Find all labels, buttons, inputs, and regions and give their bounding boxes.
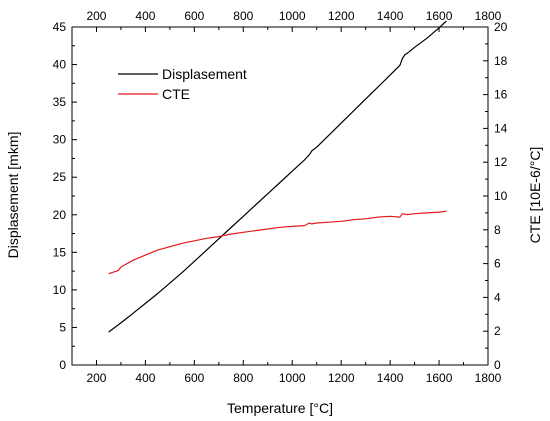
legend-label-displasement: Displasement <box>162 66 247 82</box>
y-right-tick-label: 6 <box>494 257 501 271</box>
y-right-tick-label: 2 <box>494 324 501 338</box>
x-bottom-tick-label: 200 <box>86 371 106 385</box>
y-right-tick-label: 14 <box>494 121 508 135</box>
y-right-axis-title: CTE [10E-6/°C] <box>527 147 543 244</box>
legend: Displasement CTE <box>118 66 247 102</box>
series-line-displasement <box>108 20 447 333</box>
x-top-tick-label: 600 <box>184 9 204 23</box>
plot-area-border <box>71 26 489 366</box>
x-top-tick-label: 1200 <box>328 9 355 23</box>
x-bottom-tick-label: 600 <box>184 371 204 385</box>
y-left-axis-title: Displasement [mkm] <box>5 132 21 259</box>
legend-label-cte: CTE <box>162 86 190 102</box>
y-right-tick-label: 10 <box>494 189 508 203</box>
y-right-tick-label: 20 <box>494 20 508 34</box>
x-bottom-tick-label: 1800 <box>475 371 502 385</box>
y-left-tick-label: 5 <box>59 320 66 334</box>
y-left-tick-label: 10 <box>53 283 67 297</box>
x-top-tick-label: 1800 <box>475 9 502 23</box>
x-top-tick-label: 400 <box>135 9 155 23</box>
y-right-tick-label: 18 <box>494 54 508 68</box>
y-left-tick-label: 40 <box>53 58 67 72</box>
x-top-tick-label: 1600 <box>426 9 453 23</box>
y-right-tick-label: 12 <box>494 155 508 169</box>
x-bottom-tick-label: 1600 <box>426 371 453 385</box>
y-left-tick-label: 20 <box>53 208 67 222</box>
series-lines <box>108 20 447 333</box>
x-top-tick-label: 200 <box>86 9 106 23</box>
y-right-tick-label: 8 <box>494 223 501 237</box>
y-left-tick-label: 25 <box>53 170 67 184</box>
series-line-cte <box>108 210 447 275</box>
x-axis-title: Temperature [°C] <box>227 400 333 416</box>
plot-frame <box>71 26 489 366</box>
x-bottom-tick-label: 1400 <box>377 371 404 385</box>
x-top-tick-label: 800 <box>233 9 253 23</box>
x-top-tick-label: 1000 <box>279 9 306 23</box>
x-top-tick-label: 1400 <box>377 9 404 23</box>
y-right-tick-label: 4 <box>494 290 501 304</box>
axis-tick-labels: 2002004004006006008008001000100012001200… <box>53 9 508 385</box>
y-right-tick-label: 16 <box>494 88 508 102</box>
x-bottom-tick-label: 400 <box>135 371 155 385</box>
y-left-tick-label: 35 <box>53 95 67 109</box>
x-bottom-tick-label: 800 <box>233 371 253 385</box>
x-bottom-tick-label: 1200 <box>328 371 355 385</box>
axis-ticks <box>71 26 489 366</box>
x-bottom-tick-label: 1000 <box>279 371 306 385</box>
y-left-tick-label: 0 <box>59 358 66 372</box>
y-left-tick-label: 30 <box>53 133 67 147</box>
y-left-tick-label: 45 <box>53 20 67 34</box>
y-left-tick-label: 15 <box>53 245 67 259</box>
y-right-tick-label: 0 <box>494 358 501 372</box>
